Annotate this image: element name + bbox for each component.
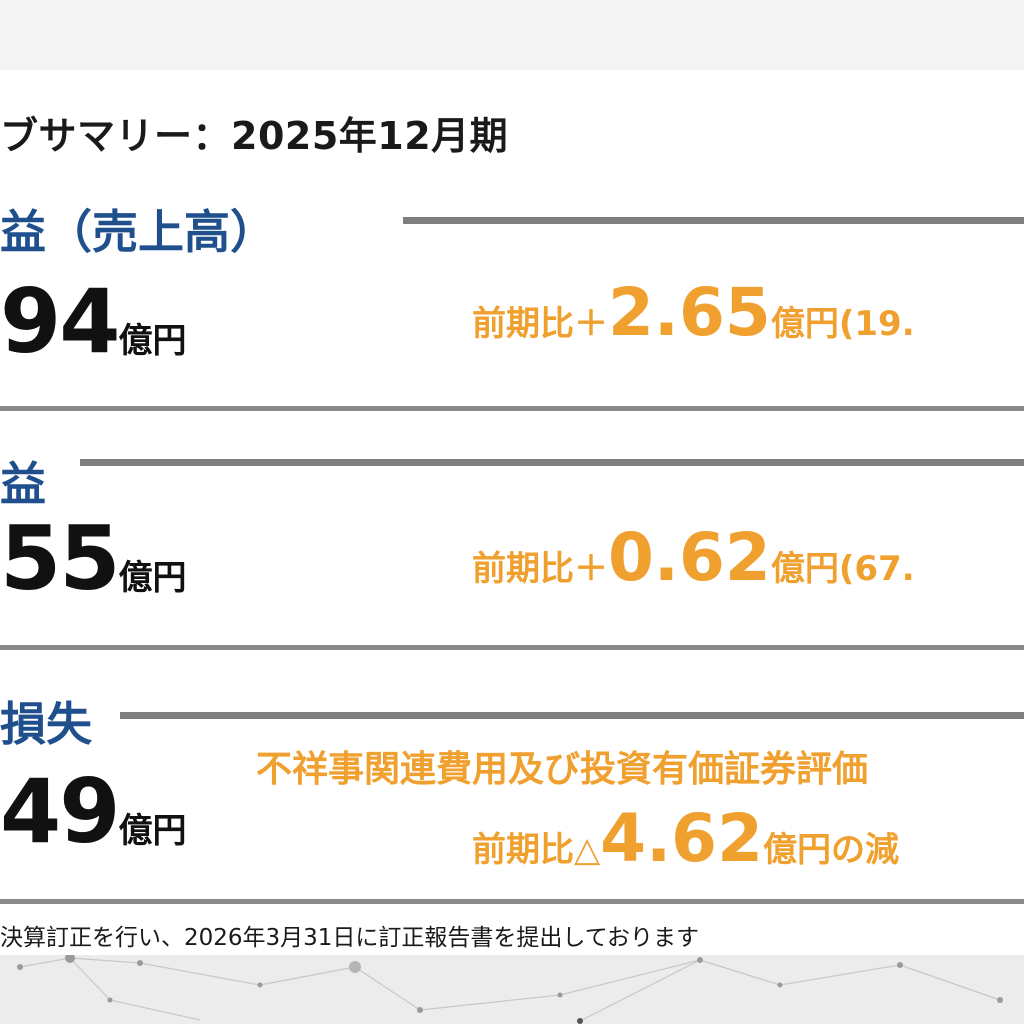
comparison-value: 4.62 (600, 800, 763, 877)
section-divider (0, 899, 1024, 904)
comparison-suffix: 億円(67. (770, 549, 915, 589)
section-rule (120, 712, 1024, 719)
comparison-prefix: 前期比＋ (472, 304, 608, 344)
page-title: ブサマリー：2025年12月期 (0, 114, 509, 158)
section-label-loss: 損失 (0, 697, 92, 751)
comparison-suffix: 億円(19. (770, 304, 915, 344)
comparison-value: 2.65 (608, 274, 771, 351)
profit-comparison: 前期比＋0.62億円(67. (472, 525, 915, 591)
revenue-unit: 億円 (118, 321, 187, 361)
revenue-value: 94 (0, 270, 120, 373)
footnote: 決算訂正を行い、2026年3月31日に訂正報告書を提出しております (0, 925, 700, 951)
revenue-value-group: 94億円 (0, 278, 186, 366)
comparison-suffix: 億円の減 (763, 830, 899, 870)
section-divider (0, 645, 1024, 650)
loss-comparison: 前期比△4.62億円の減 (472, 806, 899, 872)
section-divider (0, 406, 1024, 411)
comparison-prefix: 前期比△ (472, 830, 601, 870)
loss-value: 49 (0, 760, 120, 863)
network-background (0, 955, 1024, 1024)
profit-unit: 億円 (118, 558, 187, 598)
loss-unit: 億円 (118, 811, 187, 851)
loss-note: 不祥事関連費用及び投資有価証券評価 (256, 749, 869, 790)
section-label-revenue: 益（売上高） (0, 205, 276, 259)
comparison-prefix: 前期比＋ (472, 549, 608, 589)
revenue-comparison: 前期比＋2.65億円(19. (472, 280, 915, 346)
section-rule (80, 459, 1024, 466)
section-label-profit: 益 (0, 457, 46, 511)
top-band (0, 0, 1024, 70)
comparison-value: 0.62 (608, 519, 771, 596)
section-rule (403, 217, 1024, 224)
profit-value: 55 (0, 507, 120, 610)
network-pattern-icon (17, 955, 1003, 1024)
profit-value-group: 55億円 (0, 515, 186, 603)
loss-value-group: 49億円 (0, 768, 186, 856)
